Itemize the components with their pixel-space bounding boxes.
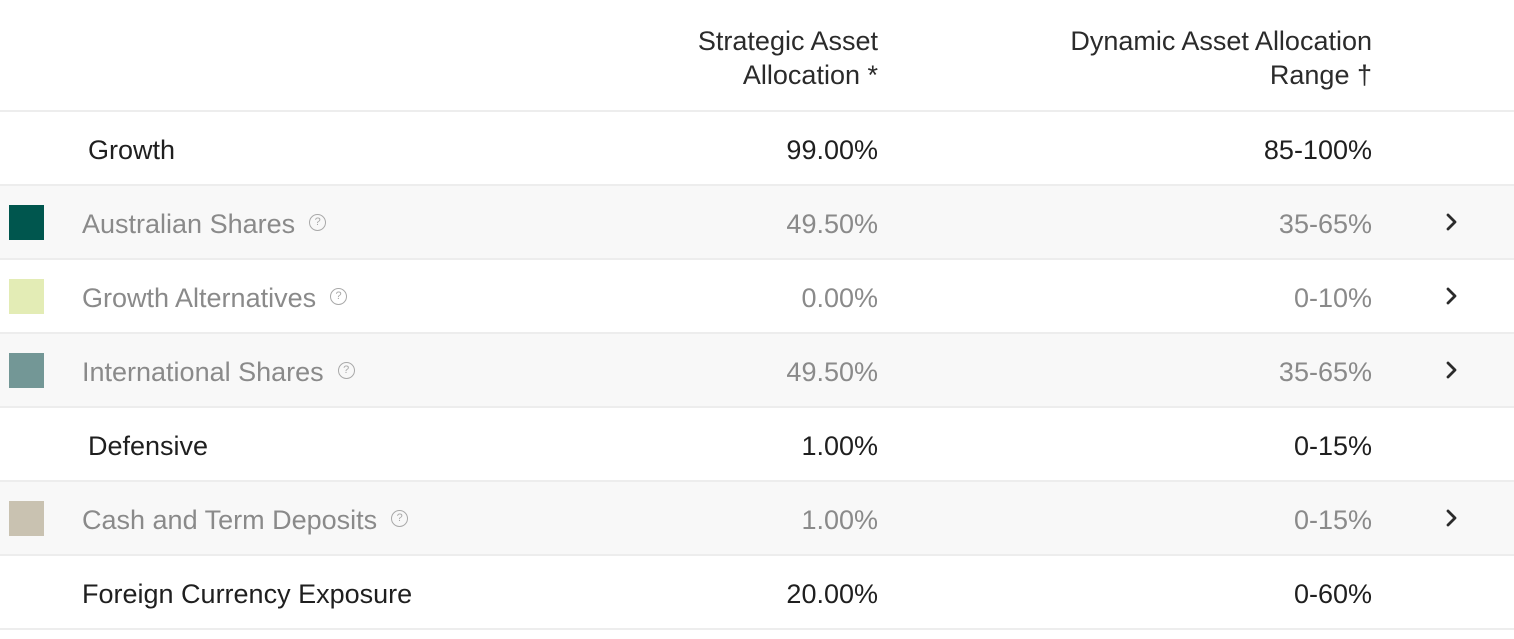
strategic-allocation-value: 20.00%: [786, 579, 878, 609]
color-swatch: [9, 353, 44, 388]
color-swatch: [9, 205, 44, 240]
dynamic-asset-allocation-header: Dynamic Asset Allocation Range †: [952, 24, 1372, 92]
asset-label-cell: Australian Shares?: [82, 186, 327, 258]
asset-label: International Shares: [82, 357, 324, 387]
dynamic-range-value: 0-15%: [1293, 431, 1372, 461]
dynamic-range-value: 0-10%: [1293, 283, 1372, 313]
group-label: Growth: [88, 135, 176, 165]
header-text: Allocation *: [742, 60, 878, 90]
strategic-allocation-value: 99.00%: [786, 135, 878, 165]
asset-label: Growth Alternatives: [82, 283, 317, 313]
color-swatch: [9, 501, 44, 536]
strategic-asset-allocation-header: Strategic Asset Allocation *: [578, 24, 878, 92]
foreign-currency-exposure-row: Foreign Currency Exposure 20.00% 0-60%: [0, 556, 1514, 630]
header-text: Range †: [1269, 60, 1372, 90]
asset-row-cash-and-term-deposits[interactable]: Cash and Term Deposits? 1.00% 0-15%: [0, 482, 1514, 556]
group-row-defensive: Defensive 1.00% 0-15%: [0, 408, 1514, 482]
question-circle-icon[interactable]: ?: [337, 362, 355, 380]
strategic-allocation-value: 1.00%: [801, 431, 878, 461]
chevron-right-icon[interactable]: [1440, 358, 1464, 382]
chevron-right-icon[interactable]: [1440, 210, 1464, 234]
strategic-allocation-value: 49.50%: [786, 357, 878, 387]
dynamic-range-value: 0-60%: [1293, 579, 1372, 609]
strategic-allocation-value: 49.50%: [786, 209, 878, 239]
asset-row-international-shares[interactable]: International Shares? 49.50% 35-65%: [0, 334, 1514, 408]
dynamic-range-value: 35-65%: [1278, 357, 1372, 387]
dynamic-range-value: 0-15%: [1293, 505, 1372, 535]
color-swatch: [9, 279, 44, 314]
asset-label-cell: Cash and Term Deposits?: [82, 482, 409, 554]
strategic-allocation-value: 0.00%: [801, 283, 878, 313]
chevron-right-icon[interactable]: [1440, 284, 1464, 308]
question-circle-icon[interactable]: ?: [309, 214, 327, 232]
question-circle-icon[interactable]: ?: [330, 288, 348, 306]
table-header: Strategic Asset Allocation * Dynamic Ass…: [0, 0, 1514, 112]
group-row-growth: Growth 99.00% 85-100%: [0, 112, 1514, 186]
row-label: Foreign Currency Exposure: [82, 579, 413, 609]
dynamic-range-value: 35-65%: [1278, 209, 1372, 239]
header-text: Dynamic Asset Allocation: [1070, 26, 1372, 56]
asset-label: Cash and Term Deposits: [82, 505, 378, 535]
asset-label-cell: International Shares?: [82, 334, 355, 406]
asset-label-cell: Growth Alternatives?: [82, 260, 348, 332]
header-text: Strategic Asset: [697, 26, 878, 56]
asset-label: Australian Shares: [82, 209, 296, 239]
chevron-right-icon[interactable]: [1440, 506, 1464, 530]
dynamic-range-value: 85-100%: [1263, 135, 1372, 165]
question-circle-icon[interactable]: ?: [391, 510, 409, 528]
asset-row-growth-alternatives[interactable]: Growth Alternatives? 0.00% 0-10%: [0, 260, 1514, 334]
strategic-allocation-value: 1.00%: [801, 505, 878, 535]
group-label: Defensive: [88, 431, 209, 461]
asset-row-australian-shares[interactable]: Australian Shares? 49.50% 35-65%: [0, 186, 1514, 260]
